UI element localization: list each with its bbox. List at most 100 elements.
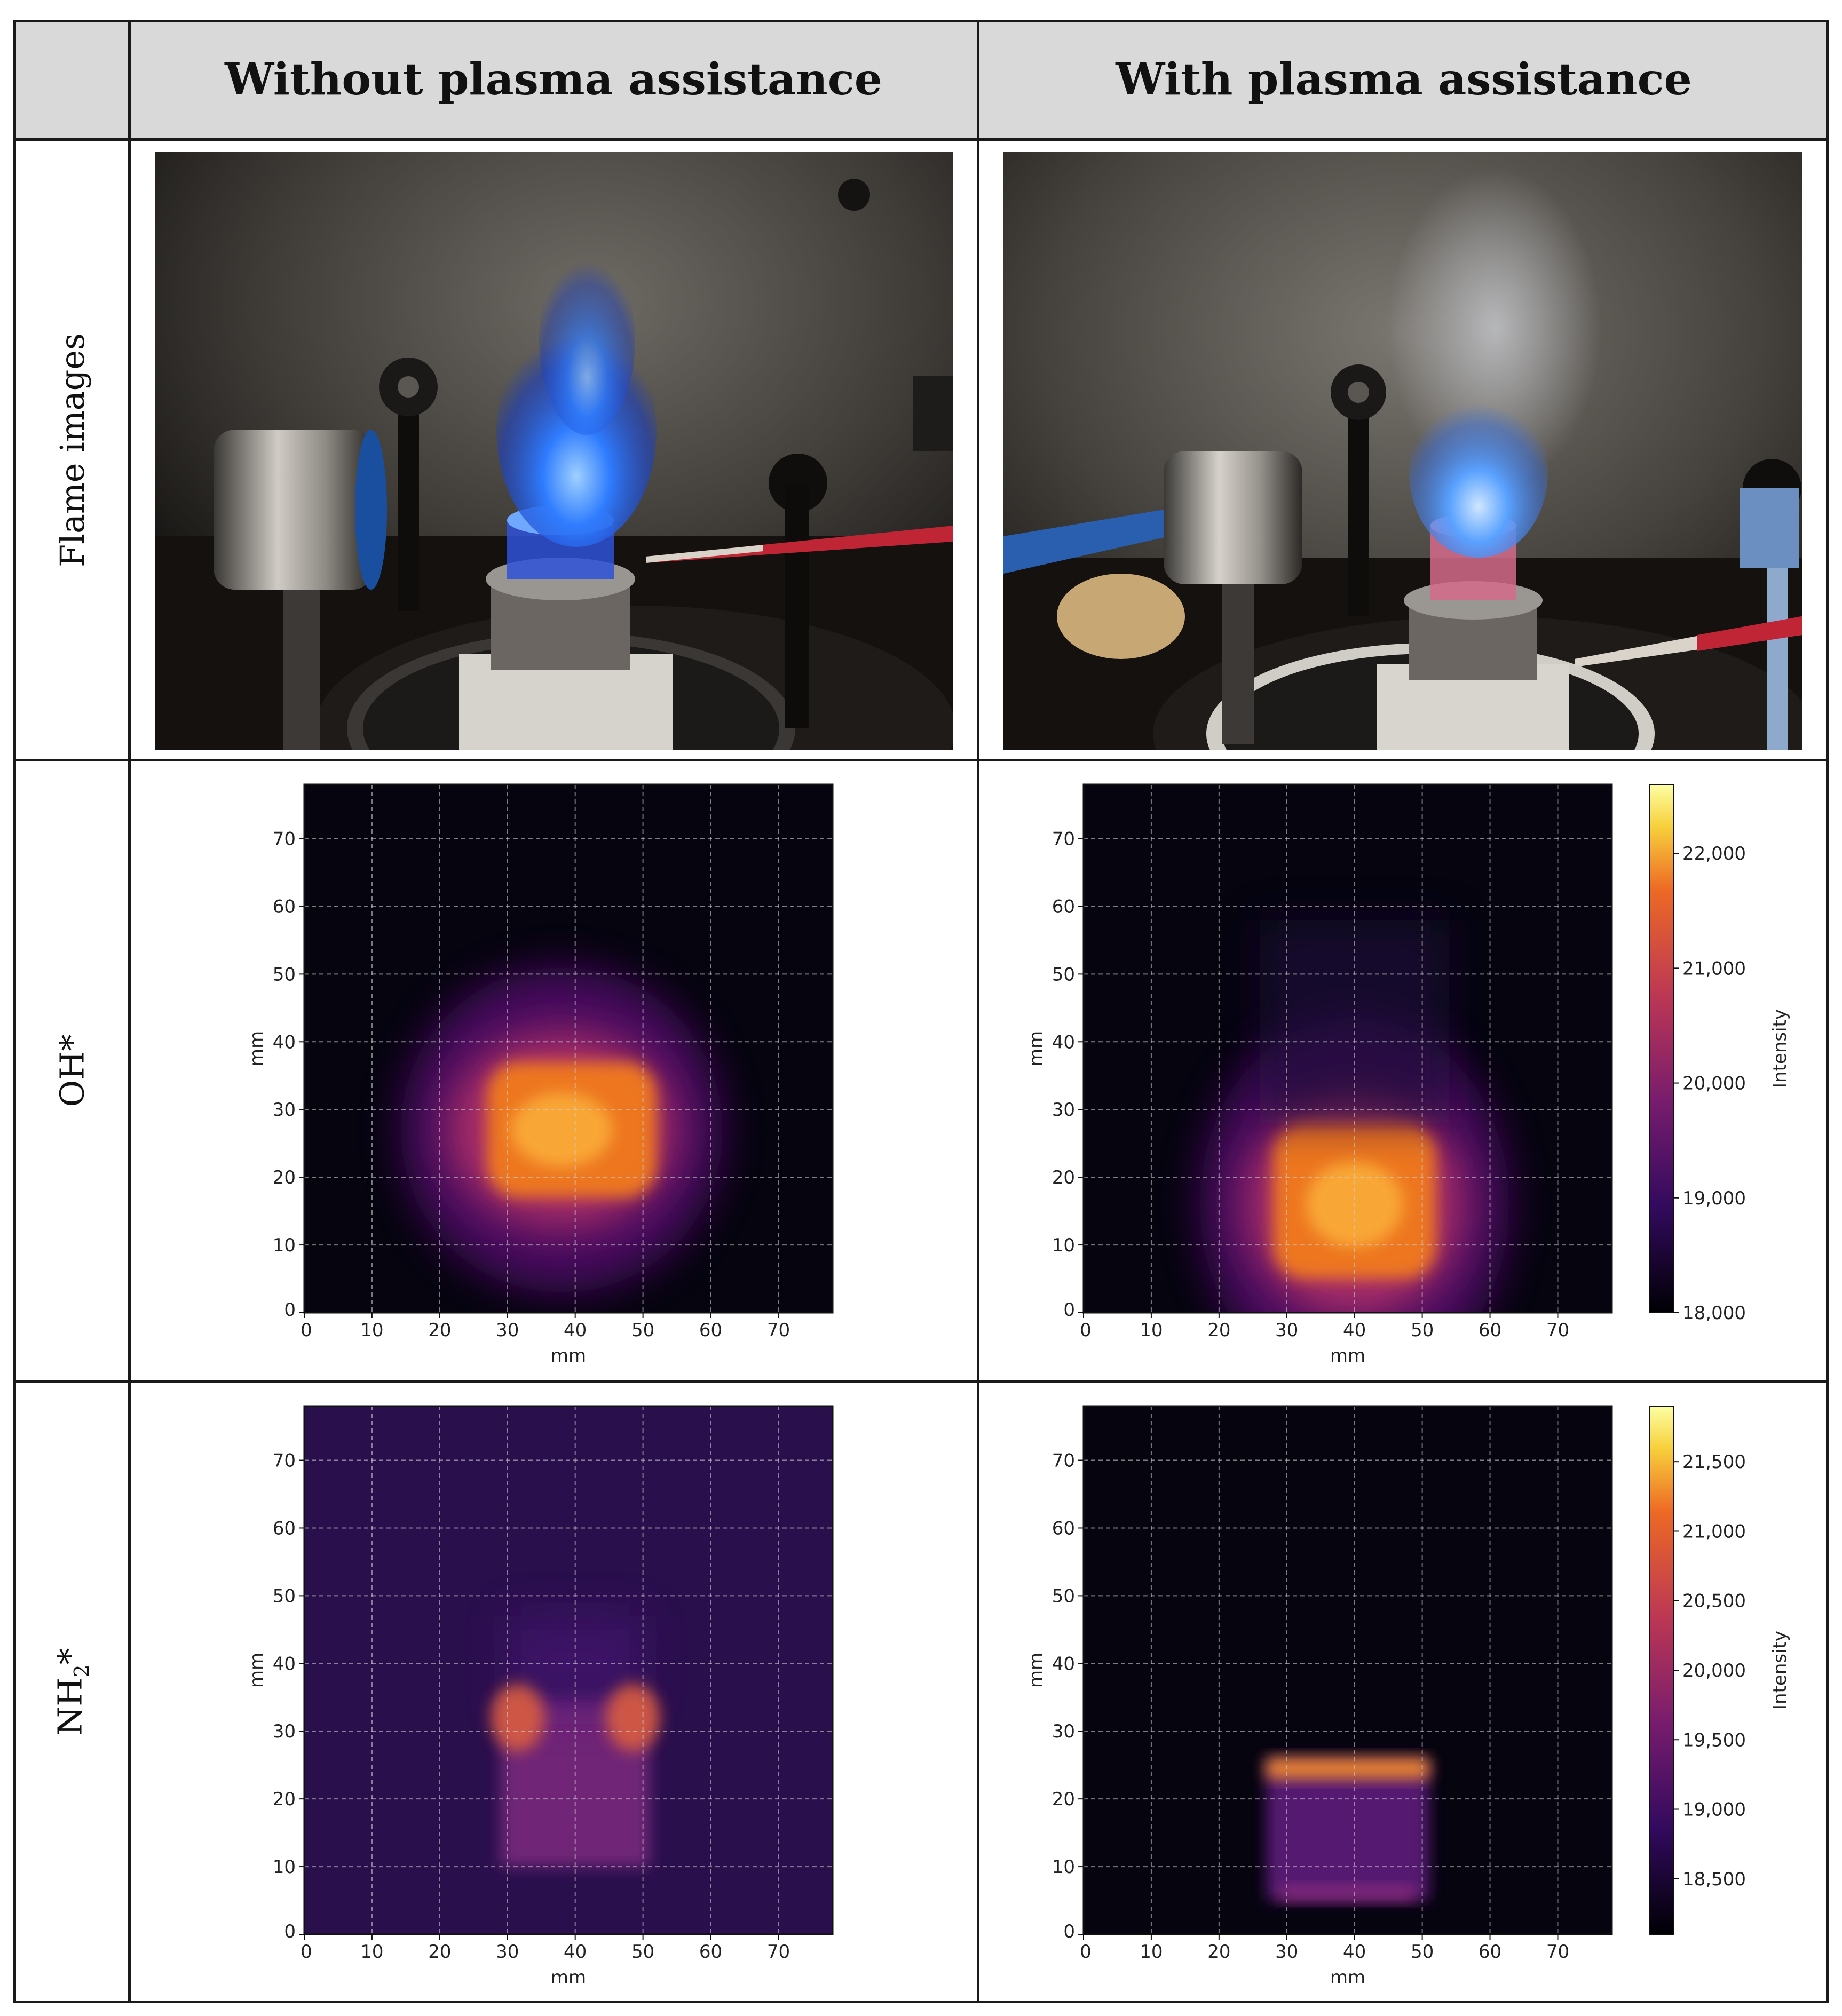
row-label-oh: OH* — [52, 1034, 92, 1107]
oh-with-ytick-label: 60 — [1052, 896, 1075, 917]
oh-with-colorbar-label: Intensity — [1769, 1009, 1791, 1088]
nh2-with-cb-tick-label: 20,500 — [1682, 1591, 1746, 1612]
nh2-without-xtick-label: 10 — [360, 1941, 383, 1963]
table-border-right — [1826, 20, 1829, 2003]
table-border-top — [13, 20, 1829, 22]
oh-with-ytick-label: 0 — [1063, 1299, 1075, 1321]
nh2-without-ytick-label: 60 — [273, 1518, 296, 1539]
nh2-with-colorbar-label: Intensity — [1769, 1631, 1791, 1710]
oh-heatmap-without-plasma: 0 0 10 10 20 20 30 30 40 40 50 50 60 60 70 70 mm mm — [235, 768, 875, 1371]
nh2-without-xtick-label: 60 — [699, 1941, 722, 1963]
oh-with-cb-tick-label: 20,000 — [1682, 1073, 1746, 1094]
table-border-bottom — [13, 2001, 1829, 2003]
nh2-with-ytick-label: 70 — [1052, 1450, 1075, 1472]
nh2-with-ytick-label: 50 — [1052, 1585, 1075, 1607]
oh-without-ylabel: mm — [246, 1031, 267, 1066]
oh-without-xtick-label: 10 — [360, 1320, 383, 1341]
oh-without-ytick-label: 40 — [273, 1031, 296, 1053]
nh2-with-ytick-label: 40 — [1052, 1653, 1075, 1674]
nh2-without-frame — [303, 1405, 834, 1935]
oh-without-xtick-label: 70 — [767, 1320, 790, 1341]
oh-with-cb-tick-label: 19,000 — [1682, 1188, 1746, 1209]
nh2-without-ytick-label: 50 — [273, 1585, 296, 1607]
nh2-with-ytick-label: 30 — [1052, 1721, 1075, 1742]
table-rule — [13, 759, 1829, 761]
nh2-without-hotspot-left — [491, 1684, 545, 1752]
oh-with-cb-tick-label: 21,000 — [1682, 958, 1746, 979]
oh-with-xtick-label: 0 — [1080, 1320, 1092, 1341]
nh2-with-frame — [1082, 1405, 1613, 1935]
row-label-flame-images: Flame images — [52, 332, 92, 567]
oh-without-xtick-label: 60 — [699, 1320, 722, 1341]
oh-without-ytick-label: 10 — [273, 1235, 296, 1256]
oh-without-ytick-label: 20 — [273, 1167, 296, 1188]
oh-with-cb-tick-label: 22,000 — [1682, 843, 1746, 864]
oh-without-xtick-label: 20 — [428, 1320, 451, 1341]
nh2-without-ytick-label: 30 — [273, 1721, 296, 1742]
nh2-with-cb-tick-label: 19,500 — [1682, 1729, 1746, 1751]
nh2-with-xtick-label: 70 — [1546, 1941, 1569, 1963]
oh-with-ytick-label: 10 — [1052, 1235, 1075, 1256]
nh2-with-top-edge — [1266, 1758, 1429, 1779]
nh2-without-ytick-label: 70 — [273, 1450, 296, 1472]
nh2-with-cb-tick-label: 19,000 — [1682, 1799, 1746, 1821]
nh2-with-xtick-label: 50 — [1411, 1941, 1434, 1963]
nh2-with-ytick-label: 60 — [1052, 1518, 1075, 1539]
table-rule — [128, 20, 131, 2003]
nh2-with-cb-tick-label: 20,000 — [1682, 1660, 1746, 1681]
nh2-with-xtick-label: 10 — [1140, 1941, 1163, 1963]
table-rule — [13, 138, 1829, 141]
nh2-with-ylabel: mm — [1025, 1653, 1047, 1688]
table-rule — [977, 20, 979, 2003]
nh2-without-xtick-label: 50 — [631, 1941, 654, 1963]
nh2-with-xtick-label: 60 — [1479, 1941, 1501, 1963]
nh2-without-ytick-label: 10 — [273, 1856, 296, 1878]
nh2-with-xtick-label: 0 — [1080, 1941, 1092, 1963]
oh-without-frame — [303, 783, 834, 1314]
nh2-with-xlabel: mm — [1330, 1967, 1365, 1988]
oh-heatmap-with-plasma: 0 0 10 10 20 20 30 30 40 40 50 50 60 60 70 70 mm mm 18,000… — [1014, 768, 1804, 1371]
oh-with-ytick-label: 40 — [1052, 1031, 1075, 1053]
oh-without-peak — [511, 1092, 613, 1168]
nh2-with-ytick-label: 0 — [1063, 1921, 1075, 1942]
oh-with-ytick-label: 30 — [1052, 1099, 1075, 1121]
oh-with-xtick-label: 30 — [1275, 1320, 1298, 1341]
nh2-with-xtick-label: 40 — [1343, 1941, 1366, 1963]
oh-without-xlabel: mm — [551, 1345, 586, 1367]
oh-with-plume — [1260, 919, 1450, 1123]
nh2-with-cb-tick-label: 21,000 — [1682, 1521, 1746, 1542]
oh-with-cb-tick-label: 18,000 — [1682, 1303, 1746, 1324]
nh2-heatmap-with-plasma: 0 0 10 10 20 20 30 30 40 40 50 50 60 60 70 70 mm mm 18,500… — [1014, 1390, 1804, 1993]
nh2-with-bottom-edge — [1280, 1887, 1416, 1901]
oh-without-xtick-label: 50 — [631, 1320, 654, 1341]
oh-without-xtick-label: 30 — [496, 1320, 519, 1341]
nh2-without-ytick-label: 20 — [273, 1789, 296, 1810]
oh-with-xtick-label: 20 — [1207, 1320, 1230, 1341]
oh-with-xlabel: mm — [1330, 1345, 1365, 1367]
nh2-with-cb-tick-label: 21,500 — [1682, 1451, 1746, 1473]
oh-with-ytick-label: 70 — [1052, 829, 1075, 850]
oh-with-ylabel: mm — [1025, 1031, 1047, 1066]
row-label-nh2: NH2* — [50, 1648, 94, 1735]
oh-with-xtick-label: 70 — [1546, 1320, 1569, 1341]
oh-without-ytick-label: 60 — [273, 896, 296, 917]
header-row — [13, 20, 1829, 139]
oh-without-ytick-label: 0 — [284, 1299, 296, 1321]
flame-photo-with-plasma — [1003, 152, 1802, 750]
nh2-without-ytick-label: 0 — [284, 1921, 296, 1942]
oh-with-frame — [1082, 783, 1613, 1314]
oh-with-xtick-label: 50 — [1411, 1320, 1434, 1341]
nh2-heatmap-without-plasma: 0 0 10 10 20 20 30 30 40 40 50 50 60 60 70 70 mm mm — [235, 1390, 875, 1993]
oh-without-ytick-label: 50 — [273, 964, 296, 985]
nh2-without-ylabel: mm — [246, 1653, 267, 1688]
nh2-with-ytick-label: 10 — [1052, 1856, 1075, 1878]
nh2-with-body — [1266, 1758, 1429, 1901]
oh-with-ytick-label: 20 — [1052, 1167, 1075, 1188]
oh-without-xtick-label: 0 — [301, 1320, 312, 1341]
nh2-without-hotspot-right — [605, 1684, 660, 1752]
nh2-with-xtick-label: 30 — [1275, 1941, 1298, 1963]
column-header-without-plasma: Without plasma assistance — [225, 54, 882, 105]
nh2-with-xtick-label: 20 — [1207, 1941, 1230, 1963]
nh2-without-xlabel: mm — [551, 1967, 586, 1988]
nh2-without-xtick-label: 30 — [496, 1941, 519, 1963]
